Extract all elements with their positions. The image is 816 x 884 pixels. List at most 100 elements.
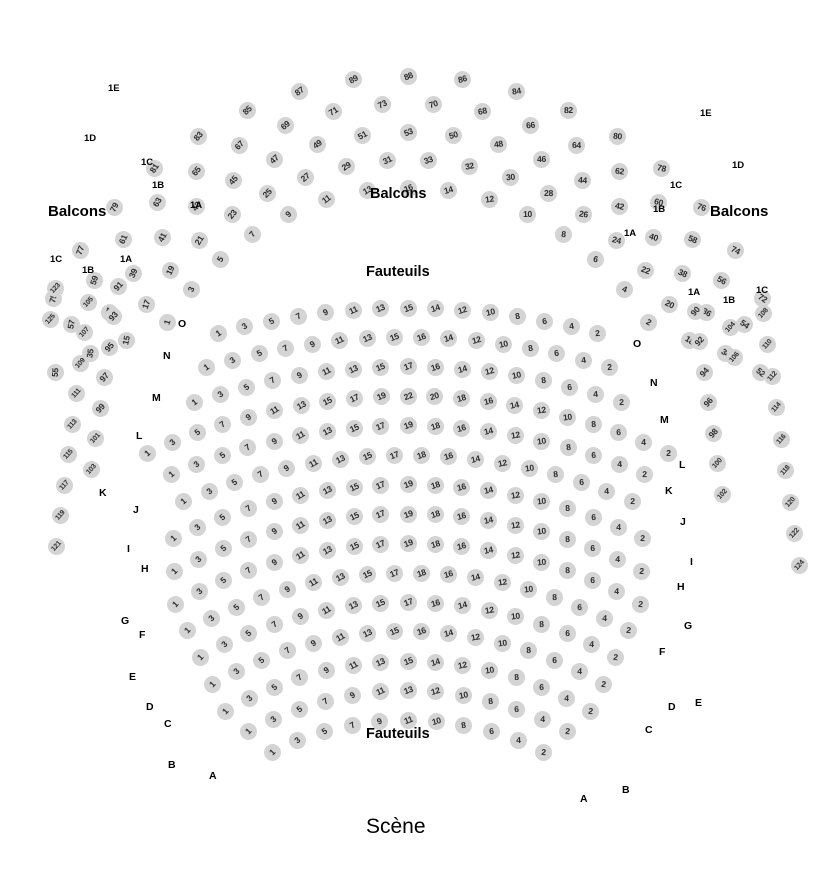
orchestra-seat[interactable]: 7: [288, 665, 312, 690]
box-seat-right[interactable]: 102: [709, 481, 735, 507]
orchestra-seat[interactable]: 2: [588, 324, 608, 344]
orchestra-seat[interactable]: 7: [237, 558, 261, 583]
balcony-seat[interactable]: 65: [184, 159, 209, 184]
orchestra-seat[interactable]: 7: [340, 713, 364, 737]
orchestra-seat[interactable]: 17: [343, 387, 366, 410]
orchestra-seat[interactable]: 11: [262, 399, 287, 423]
orchestra-seat[interactable]: 16: [451, 476, 473, 498]
orchestra-seat[interactable]: 17: [383, 444, 406, 467]
balcony-seat[interactable]: 45: [221, 168, 246, 193]
balcony-seat[interactable]: 19: [159, 259, 183, 282]
orchestra-seat[interactable]: 4: [557, 689, 576, 708]
orchestra-seat[interactable]: 11: [288, 423, 313, 448]
orchestra-seat[interactable]: 8: [480, 691, 500, 711]
balcony-seat[interactable]: 9: [276, 202, 301, 227]
balcony-seat[interactable]: 76: [690, 196, 713, 218]
orchestra-seat[interactable]: 1: [135, 441, 160, 466]
balcony-seat[interactable]: 47: [262, 147, 287, 172]
orchestra-seat[interactable]: 16: [451, 506, 473, 528]
orchestra-seat[interactable]: 1: [260, 740, 285, 765]
balcony-seat[interactable]: 31: [375, 149, 399, 173]
orchestra-seat[interactable]: 6: [547, 344, 567, 364]
orchestra-seat[interactable]: 7: [261, 369, 285, 393]
orchestra-seat[interactable]: 8: [558, 561, 576, 580]
orchestra-seat[interactable]: 6: [558, 625, 576, 643]
balcony-seat[interactable]: 58: [681, 228, 704, 251]
orchestra-seat[interactable]: 3: [160, 430, 185, 455]
orchestra-seat[interactable]: 9: [288, 604, 313, 629]
balcony-seat[interactable]: 21: [187, 228, 212, 253]
orchestra-seat[interactable]: 3: [208, 382, 233, 407]
orchestra-seat[interactable]: 13: [329, 447, 352, 471]
orchestra-seat[interactable]: 16: [438, 564, 460, 586]
box-seat-left[interactable]: 103: [78, 456, 104, 482]
box-seat-right[interactable]: 120: [777, 489, 803, 515]
orchestra-seat[interactable]: 10: [506, 606, 525, 626]
orchestra-seat[interactable]: 2: [612, 393, 631, 412]
orchestra-seat[interactable]: 7: [236, 435, 260, 460]
orchestra-seat[interactable]: 17: [397, 591, 419, 614]
orchestra-seat[interactable]: 10: [479, 302, 501, 324]
orchestra-seat[interactable]: 11: [289, 483, 313, 508]
orchestra-seat[interactable]: 9: [288, 364, 312, 388]
balcony-seat[interactable]: 62: [609, 161, 629, 181]
orchestra-seat[interactable]: 14: [478, 540, 499, 561]
orchestra-seat[interactable]: 4: [561, 317, 581, 337]
orchestra-seat[interactable]: 9: [262, 550, 287, 575]
orchestra-seat[interactable]: 12: [492, 453, 513, 474]
balcony-seat[interactable]: 42: [609, 196, 630, 217]
orchestra-seat[interactable]: 13: [315, 538, 339, 562]
box-seat-right[interactable]: 100: [705, 451, 730, 476]
balcony-seat[interactable]: 11: [315, 188, 339, 212]
balcony-seat[interactable]: 88: [396, 64, 420, 88]
orchestra-seat[interactable]: 12: [531, 400, 552, 421]
orchestra-seat[interactable]: 4: [635, 434, 653, 452]
balcony-seat[interactable]: 48: [488, 134, 509, 155]
orchestra-seat[interactable]: 18: [451, 388, 473, 410]
orchestra-seat[interactable]: 13: [315, 479, 339, 503]
balcony-seat[interactable]: 44: [573, 171, 592, 190]
orchestra-seat[interactable]: 15: [356, 563, 379, 586]
orchestra-seat[interactable]: 7: [287, 304, 311, 328]
balcony-seat[interactable]: 23: [220, 202, 244, 227]
orchestra-seat[interactable]: 8: [584, 415, 603, 434]
orchestra-seat[interactable]: 5: [247, 342, 271, 366]
orchestra-seat[interactable]: 12: [425, 681, 447, 703]
box-seat-right[interactable]: 116: [768, 426, 794, 452]
balcony-seat[interactable]: 2: [636, 310, 660, 334]
box-seat-right[interactable]: 96: [696, 390, 721, 415]
orchestra-seat[interactable]: 1: [213, 699, 238, 724]
orchestra-seat[interactable]: 6: [534, 311, 555, 332]
orchestra-seat[interactable]: 14: [438, 623, 460, 645]
orchestra-seat[interactable]: 10: [506, 365, 527, 386]
orchestra-seat[interactable]: 17: [383, 562, 406, 585]
box-seat-left[interactable]: 113: [59, 411, 85, 437]
orchestra-seat[interactable]: 9: [236, 405, 261, 429]
orchestra-seat[interactable]: 11: [328, 329, 352, 353]
orchestra-seat[interactable]: 14: [478, 421, 500, 442]
orchestra-seat[interactable]: 7: [210, 412, 235, 437]
balcony-seat[interactable]: 71: [321, 99, 346, 124]
orchestra-seat[interactable]: 8: [454, 715, 474, 736]
balcony-seat[interactable]: 3: [180, 277, 203, 301]
orchestra-seat[interactable]: 3: [186, 547, 211, 572]
balcony-seat[interactable]: 86: [452, 69, 474, 91]
balcony-seat[interactable]: 56: [709, 268, 733, 292]
orchestra-seat[interactable]: 11: [315, 598, 339, 622]
box-seat-left[interactable]: 101: [83, 426, 108, 451]
box-seat-right[interactable]: 94: [691, 359, 717, 385]
orchestra-seat[interactable]: 1: [194, 356, 219, 380]
orchestra-seat[interactable]: 5: [234, 375, 259, 399]
orchestra-seat[interactable]: 8: [506, 668, 526, 687]
balcony-seat[interactable]: 32: [459, 156, 481, 177]
orchestra-seat[interactable]: 14: [478, 480, 499, 501]
balcony-seat[interactable]: 89: [341, 68, 365, 92]
orchestra-seat[interactable]: 15: [342, 416, 366, 440]
orchestra-seat[interactable]: 14: [505, 395, 525, 416]
orchestra-seat[interactable]: 12: [505, 545, 525, 566]
orchestra-seat[interactable]: 19: [370, 385, 393, 408]
orchestra-seat[interactable]: 3: [261, 707, 286, 732]
orchestra-seat[interactable]: 5: [287, 697, 312, 721]
orchestra-seat[interactable]: 9: [301, 332, 325, 356]
orchestra-seat[interactable]: 9: [275, 456, 299, 480]
